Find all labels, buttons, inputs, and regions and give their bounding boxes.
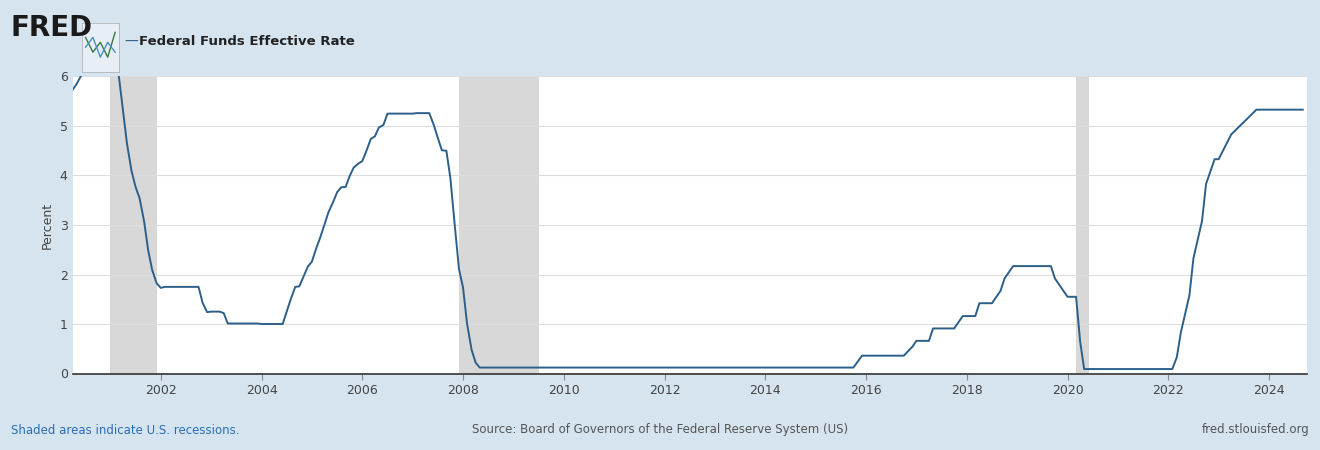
Bar [459, 76, 539, 373]
Bar [111, 76, 157, 373]
Text: Shaded areas indicate U.S. recessions.: Shaded areas indicate U.S. recessions. [11, 423, 239, 436]
Y-axis label: Percent: Percent [41, 202, 54, 248]
Text: Federal Funds Effective Rate: Federal Funds Effective Rate [139, 35, 354, 48]
Text: FRED: FRED [11, 14, 92, 41]
Bar [1076, 76, 1089, 373]
Text: Source: Board of Governors of the Federal Reserve System (US): Source: Board of Governors of the Federa… [473, 423, 847, 436]
Text: —: — [124, 34, 137, 49]
Text: fred.stlouisfed.org: fred.stlouisfed.org [1201, 423, 1309, 436]
